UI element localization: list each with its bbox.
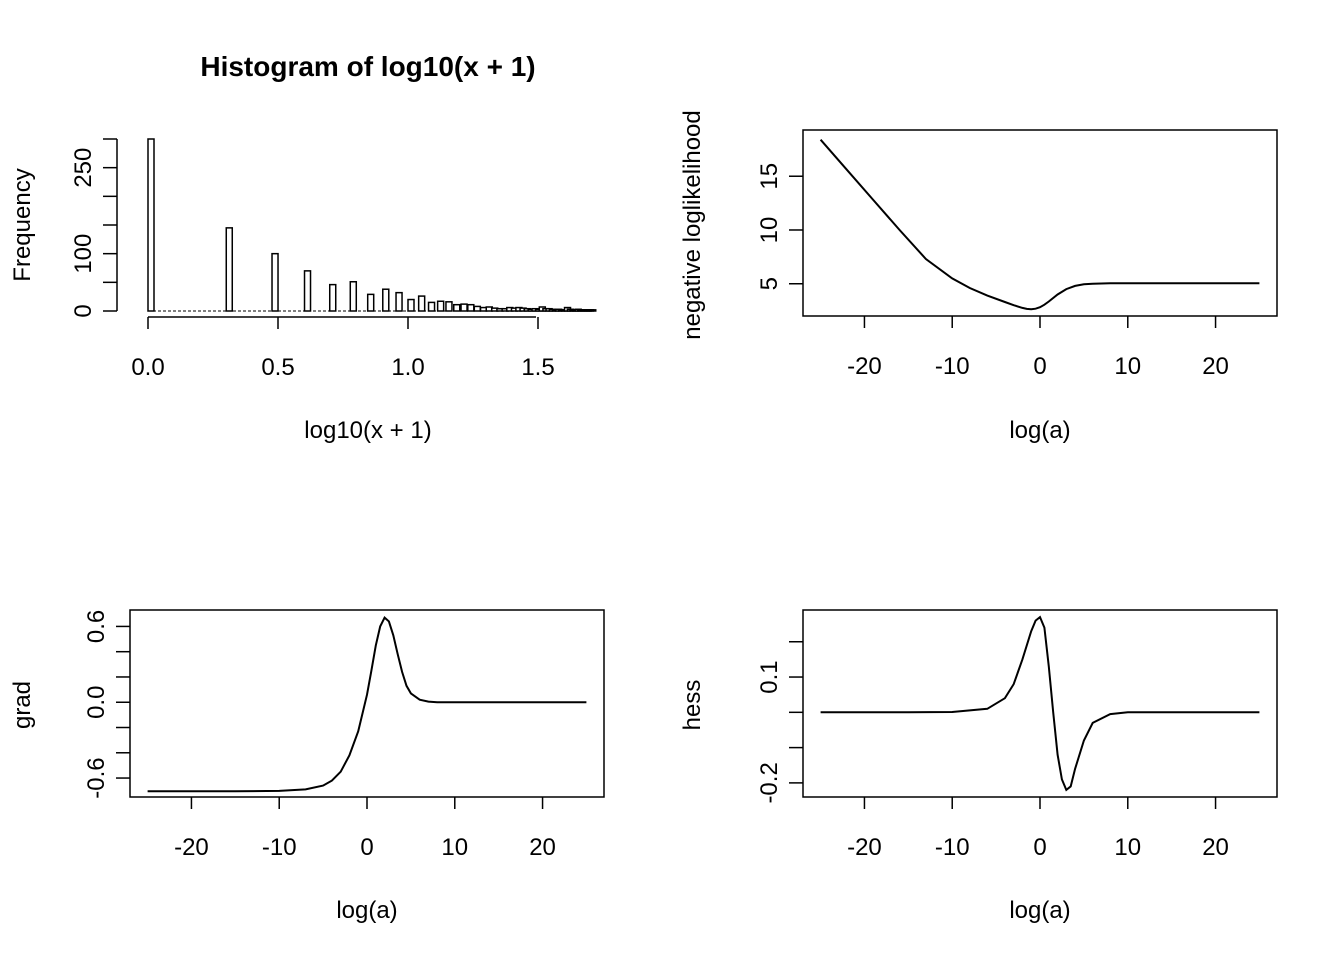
y-ticks: 0 100 250: [70, 138, 117, 318]
hess-panel: -20 -10 0 10 20 -0.2 0.1 log(a) hess: [679, 609, 1278, 924]
x-tick-label: 0: [1033, 834, 1046, 861]
y-tick-label: -0.6: [83, 757, 110, 798]
y-tick-label: 5: [756, 277, 783, 290]
y-tick-label: 10: [756, 217, 783, 244]
y-tick-label: 250: [70, 148, 97, 188]
x-tick-label: 1.5: [521, 354, 554, 381]
x-axis-label: log(a): [1009, 417, 1070, 444]
y-axis-label: Frequency: [9, 168, 36, 281]
y-tick-label: -0.2: [756, 762, 783, 803]
plot-box: [802, 609, 1278, 798]
nll-curve: [819, 139, 1260, 311]
x-tick-label: -20: [174, 834, 209, 861]
histogram-bar: [349, 281, 358, 312]
y-axis-label: grad: [9, 681, 36, 729]
y-ticks: -0.2 0.1: [756, 641, 803, 804]
y-tick-label: 0: [70, 304, 97, 317]
histogram-bar: [147, 138, 155, 312]
y-tick-label: 0.1: [756, 660, 783, 693]
x-tick-label: 10: [1114, 353, 1141, 380]
x-tick-label: -10: [262, 834, 297, 861]
x-ticks: -20 -10 0 10 20: [847, 797, 1229, 861]
histogram-bar: [588, 309, 597, 312]
nll-panel: -20 -10 0 10 20 5 10 15 log(a) negative loglik…: [679, 110, 1278, 444]
histogram-bars: [147, 138, 597, 312]
histogram-panel: Histogram of log10(x + 1) 0.0 0.5 1.0 1.5 0…: [9, 51, 597, 444]
y-ticks: -0.6 0.0 0.6: [83, 610, 130, 799]
x-tick-label: 20: [1202, 353, 1229, 380]
grad-panel: -20 -10 0 10 20 -0.6 0.0 0.6 log(a) grad: [9, 609, 605, 924]
x-ticks: -20 -10 0 10 20: [174, 797, 556, 861]
y-axis-label: negative loglikelihood: [679, 110, 706, 340]
hess-curve: [820, 615, 1260, 792]
histogram-bar: [303, 270, 312, 312]
plot-box: [129, 609, 605, 798]
y-tick-label: 0.6: [83, 610, 110, 643]
x-tick-label: 0.0: [131, 354, 164, 381]
histogram-bar: [445, 301, 453, 312]
x-tick-label: 1.0: [391, 354, 424, 381]
y-ticks: 5 10 15: [756, 163, 803, 290]
x-tick-label: 10: [441, 834, 468, 861]
histogram-bar: [328, 283, 337, 312]
x-axis-label: log(a): [336, 897, 397, 924]
histogram-bar: [436, 300, 445, 312]
histogram-bar: [271, 252, 279, 312]
histogram-bar: [473, 305, 482, 312]
x-ticks: 0.0 0.5 1.0 1.5: [131, 317, 555, 381]
x-tick-label: -10: [935, 834, 970, 861]
x-axis-label: log10(x + 1): [304, 417, 431, 444]
histogram-bar: [453, 303, 461, 312]
x-tick-label: -10: [935, 353, 970, 380]
x-tick-label: 20: [1202, 834, 1229, 861]
x-tick-label: 0.5: [261, 354, 294, 381]
x-tick-label: -20: [847, 353, 882, 380]
y-tick-label: 100: [70, 234, 97, 274]
histogram-bar: [382, 288, 390, 312]
x-ticks: -20 -10 0 10 20: [847, 316, 1229, 380]
histogram-bar: [460, 303, 468, 312]
x-tick-label: 0: [1033, 353, 1046, 380]
histogram-bar: [467, 303, 475, 312]
histogram-bar: [366, 293, 375, 312]
x-tick-label: 10: [1114, 834, 1141, 861]
x-tick-label: 0: [360, 834, 373, 861]
x-tick-label: 20: [529, 834, 556, 861]
histogram-bar: [225, 227, 234, 312]
y-axis-label: hess: [679, 680, 706, 731]
histogram-bar: [395, 291, 403, 312]
x-tick-label: -20: [847, 834, 882, 861]
plot-box: [802, 129, 1278, 317]
x-axis-label: log(a): [1009, 897, 1070, 924]
histogram-bar: [407, 298, 415, 312]
y-tick-label: 15: [756, 163, 783, 190]
histogram-bar: [417, 295, 426, 312]
chart-title: Histogram of log10(x + 1): [200, 51, 535, 82]
y-tick-label: 0.0: [83, 686, 110, 719]
histogram-bar: [427, 301, 436, 312]
grad-curve: [147, 615, 587, 793]
